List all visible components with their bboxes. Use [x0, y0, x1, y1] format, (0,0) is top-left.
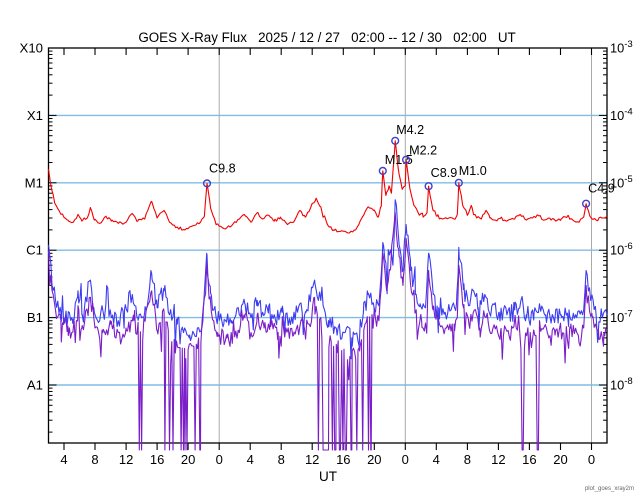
- left-axis-label: C1: [26, 243, 43, 258]
- flare-marker: [581, 199, 591, 208]
- x-tick-label: 20: [553, 452, 567, 467]
- plot-frame: [47, 47, 608, 444]
- right-axis-label: 10-4: [610, 106, 633, 123]
- watermark: plot_goes_xray2m: [585, 486, 634, 492]
- x-tick-label: 16: [336, 452, 350, 467]
- x-tick-label: 20: [367, 452, 381, 467]
- flare-marker: [378, 166, 387, 176]
- grid-layer: [48, 48, 607, 443]
- x-tick-label: 16: [522, 452, 536, 467]
- left-axis-label: X10: [20, 41, 43, 56]
- left-axis-label: A1: [27, 378, 43, 393]
- annotation-layer: C9.8M1.5M4.2M2.2C8.9 M1.0C4.9: [202, 123, 615, 208]
- flare-label: M2.2: [409, 144, 437, 158]
- left-axis-label: B1: [27, 310, 43, 325]
- x-tick-label: 0: [402, 452, 409, 467]
- axes-layer: 4 8 12 16 20 0 4 8 12 16 20 0 4 8 12 16 20 0 X10 X1 M1 C1 B1 A1…: [20, 39, 634, 467]
- x-tick-label: 4: [60, 452, 67, 467]
- left-axis-label: M1: [25, 175, 43, 190]
- x-tick-label: 4: [433, 452, 440, 467]
- x-tick-label: 12: [119, 452, 133, 467]
- flare-marker: [424, 182, 433, 191]
- flare-marker: [454, 178, 463, 187]
- x-tick-label: 12: [491, 452, 505, 467]
- x-tick-label: 8: [464, 452, 471, 467]
- x-tick-label: 20: [181, 452, 195, 467]
- flare-label: M4.2: [396, 123, 424, 137]
- flare-label: C9.8: [209, 161, 236, 175]
- x-axis-label: UT: [319, 469, 337, 484]
- chart-title: GOES X-Ray Flux 2025 / 12 / 27 02:00 -- …: [138, 30, 515, 45]
- x-tick-label: 0: [588, 452, 595, 467]
- series-layer: [47, 140, 608, 451]
- x-tick-label: 8: [278, 452, 285, 467]
- x-tick-label: 0: [216, 452, 223, 467]
- flare-marker: [202, 179, 212, 188]
- right-axis-label: 10-3: [610, 39, 633, 56]
- series-path-xray-short-a: [47, 199, 608, 360]
- x-tick-label: 12: [305, 452, 319, 467]
- flare-label: C4.9: [588, 182, 615, 196]
- right-axis-label: 10-6: [610, 241, 633, 258]
- flare-label: C8.9: [431, 166, 458, 180]
- x-tick-label: 16: [150, 452, 164, 467]
- series-path-xray-short-b: [47, 212, 608, 451]
- right-axis-label: 10-8: [610, 376, 633, 393]
- x-tick-label: 4: [247, 452, 254, 467]
- left-axis-label: X1: [27, 108, 43, 123]
- flare-label: M1.0: [459, 164, 487, 178]
- series-path-xray-long: [47, 140, 608, 234]
- right-axis-label: 10-7: [610, 309, 633, 326]
- flare-marker: [391, 136, 400, 145]
- flare-marker: [402, 155, 411, 164]
- x-tick-label: 8: [91, 452, 98, 467]
- right-axis-label: 10-5: [610, 174, 633, 191]
